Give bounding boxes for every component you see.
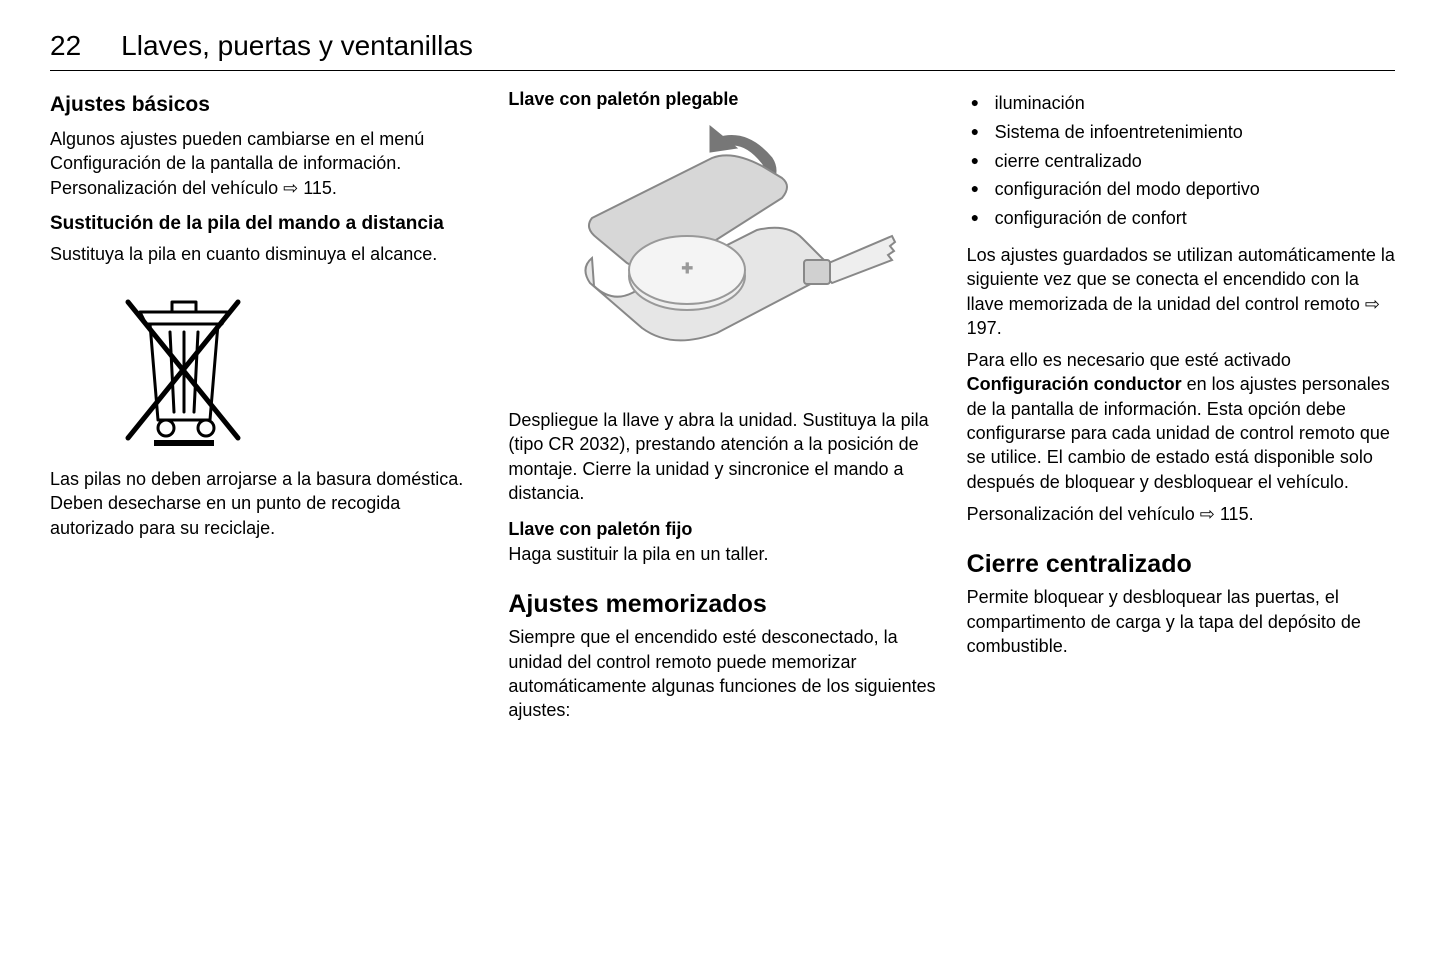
text-fragment: Para ello es necesario que esté activado — [967, 350, 1291, 370]
heading-cierre-centralizado: Cierre centralizado — [967, 550, 1395, 579]
para-personalizacion-ref: Personalización del vehículo ⇨ 115. — [967, 502, 1395, 526]
page-number: 22 — [50, 30, 81, 62]
heading-ajustes-basicos: Ajustes básicos — [50, 93, 478, 117]
bold-config-conductor: Configuración conductor — [967, 374, 1182, 394]
para-sustituya-pila: Sustituya la pila en cuanto disminuya el… — [50, 242, 478, 266]
page-header: 22 Llaves, puertas y ventanillas — [50, 30, 1395, 71]
svg-text:+: + — [682, 258, 693, 278]
para-ajustes-guardados: Los ajustes guardados se utilizan automá… — [967, 243, 1395, 340]
para-cierre-desc: Permite bloquear y desbloquear las puert… — [967, 585, 1395, 658]
column-2: Llave con paletón plegable + — [508, 89, 936, 731]
para-despliegue-llave: Despliegue la llave y abra la unidad. Su… — [508, 408, 936, 505]
bullet-item: cierre centralizado — [995, 147, 1395, 176]
page-title: Llaves, puertas y ventanillas — [121, 30, 473, 62]
heading-sustitucion-pila: Sustitución de la pila del mando a dista… — [50, 212, 478, 236]
bullet-item: iluminación — [995, 89, 1395, 118]
key-battery-diagram: + — [532, 118, 912, 388]
heading-ajustes-memorizados: Ajustes memorizados — [508, 590, 936, 619]
para-pilas-reciclaje: Las pilas no deben arrojarse a la basura… — [50, 467, 478, 540]
column-3: iluminación Sistema de infoentretenimien… — [967, 89, 1395, 731]
para-ajustes-basicos: Algunos ajustes pueden cambiarse en el m… — [50, 127, 478, 200]
bullet-item: Sistema de infoentretenimiento — [995, 118, 1395, 147]
heading-llave-plegable: Llave con paletón plegable — [508, 89, 936, 110]
para-encendido-desconectado: Siempre que el encendido esté desconecta… — [508, 625, 936, 722]
settings-bullet-list: iluminación Sistema de infoentretenimien… — [967, 89, 1395, 233]
no-dispose-bin-icon — [110, 290, 260, 450]
heading-llave-fijo: Llave con paletón fijo — [508, 519, 936, 540]
content-columns: Ajustes básicos Algunos ajustes pueden c… — [50, 89, 1395, 731]
para-configuracion-conductor: Para ello es necesario que esté activado… — [967, 348, 1395, 494]
para-taller: Haga sustituir la pila en un taller. — [508, 542, 936, 566]
column-1: Ajustes básicos Algunos ajustes pueden c… — [50, 89, 478, 731]
bullet-item: configuración de confort — [995, 204, 1395, 233]
bullet-item: configuración del modo deportivo — [995, 175, 1395, 204]
